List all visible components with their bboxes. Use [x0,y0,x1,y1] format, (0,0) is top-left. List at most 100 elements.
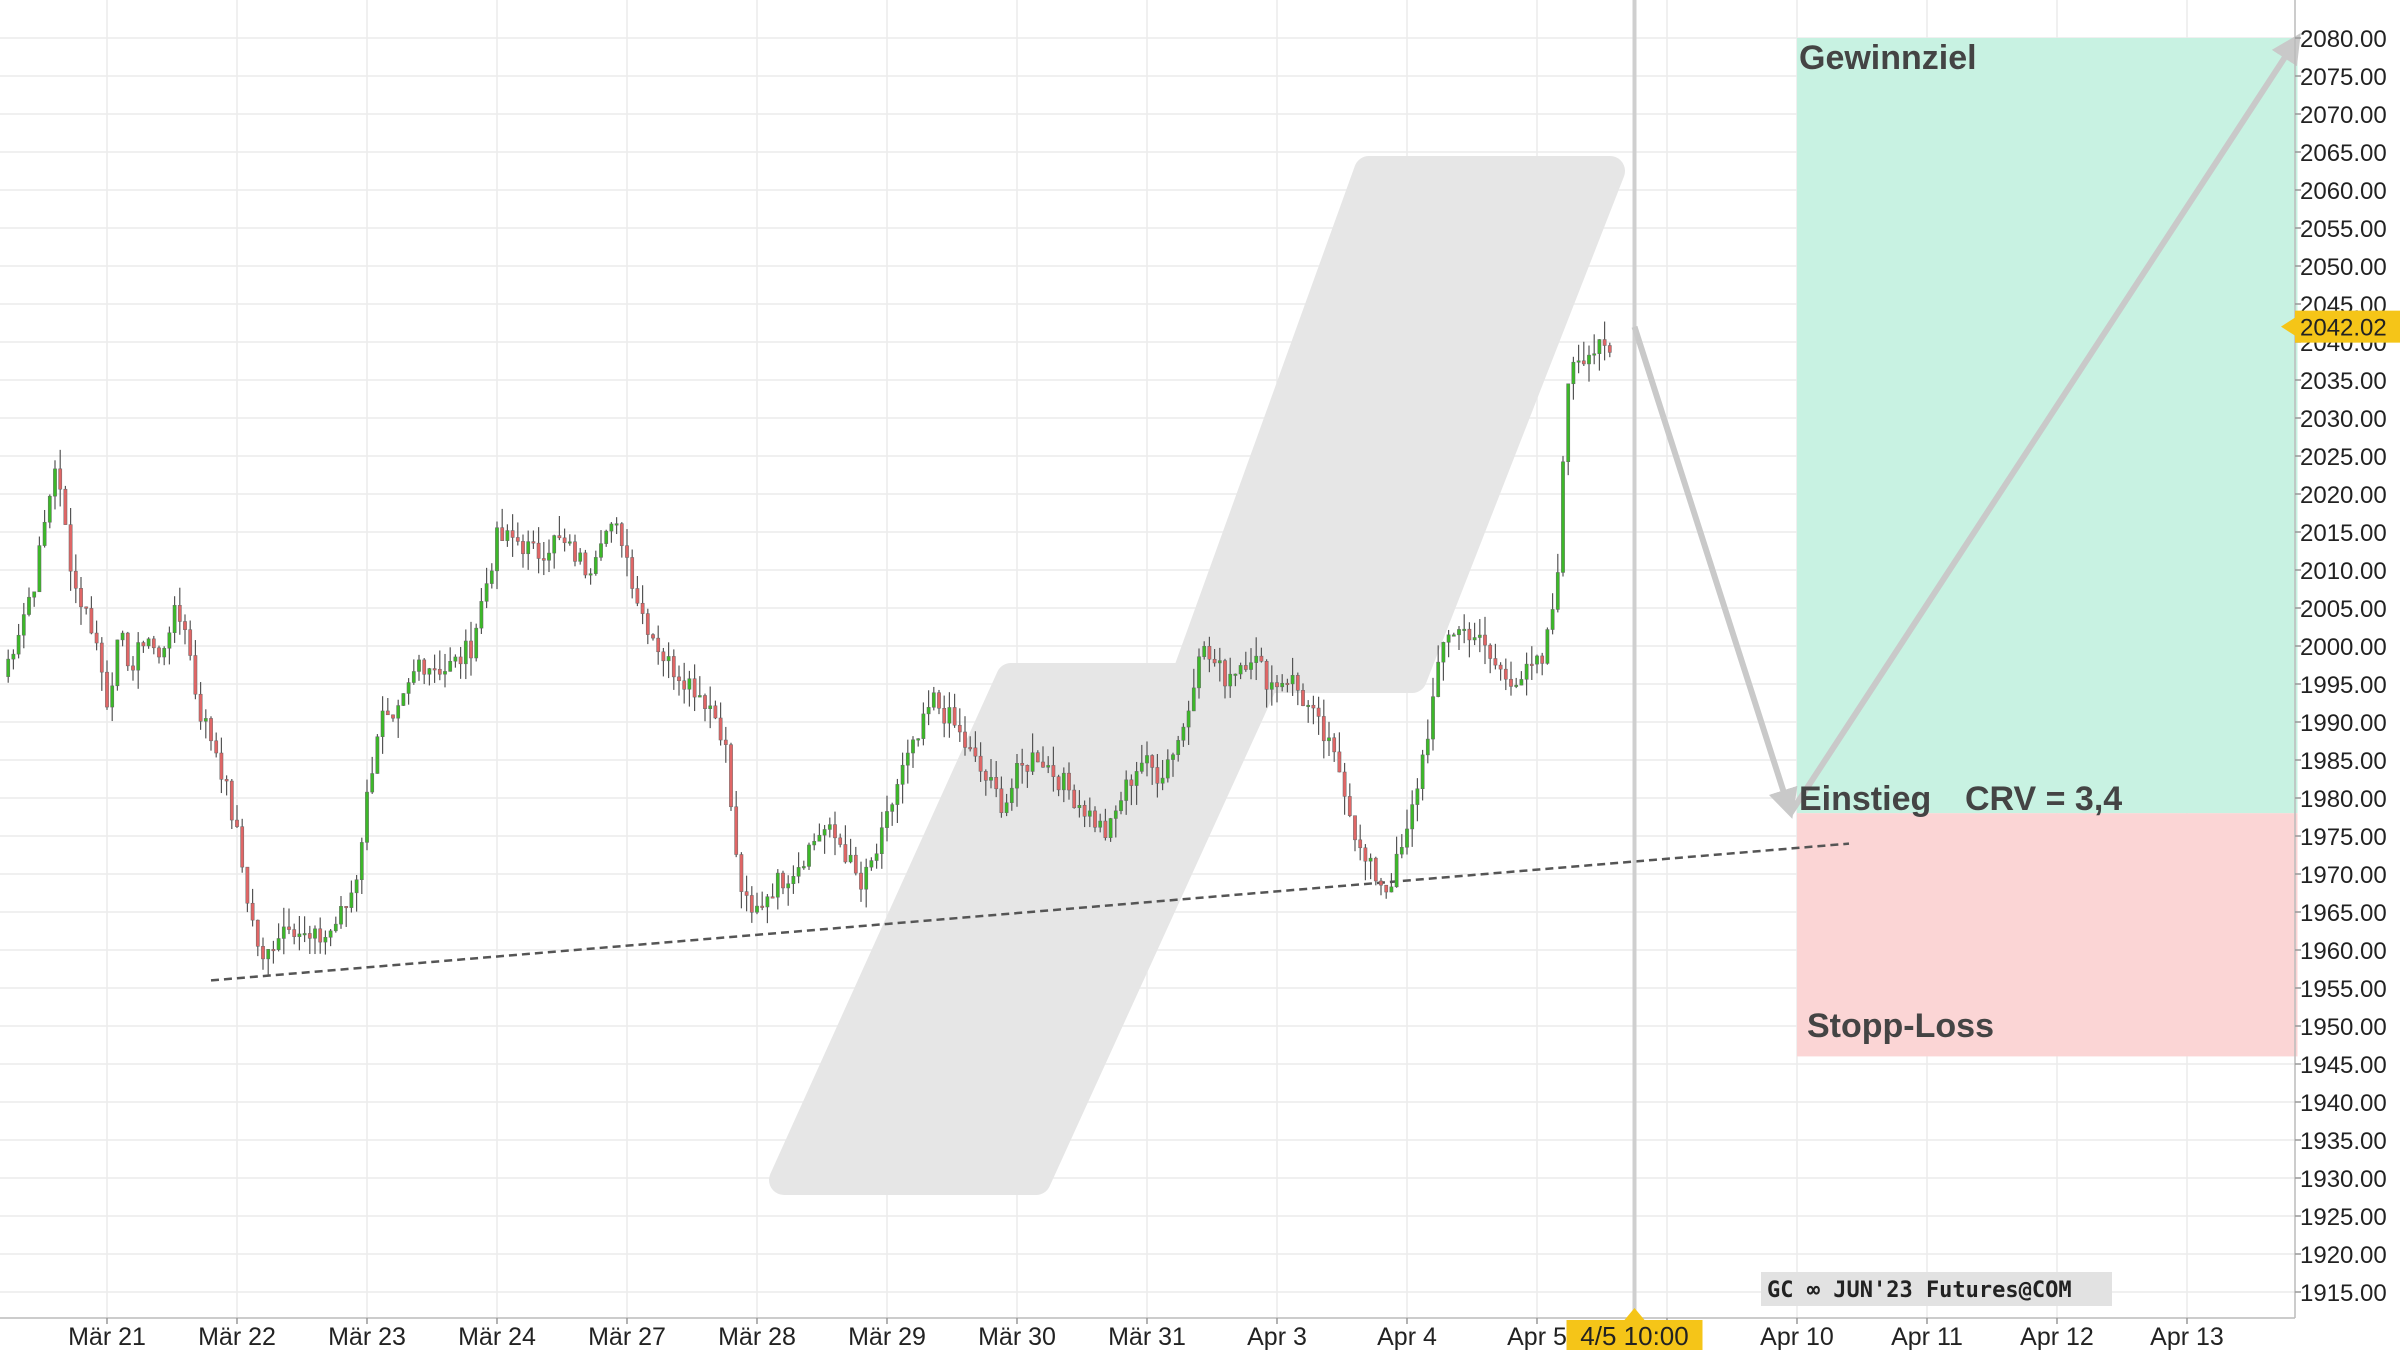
y-tick-label: 1950.00 [2300,1014,2387,1041]
candle-up [370,773,375,793]
candle-down [838,837,843,845]
candle-down [562,537,567,544]
support-trendline [210,842,1850,982]
candle-up [110,685,115,708]
candle-up [1415,788,1420,805]
candle-up [1228,673,1233,687]
cursor-time-label: 4/5 10:00 [1580,1321,1688,1350]
y-tick-label: 2030.00 [2300,406,2387,433]
y-tick-label: 1940.00 [2300,1090,2387,1117]
candle-up [588,573,593,576]
candle-down [1103,820,1108,838]
candle-up [900,764,905,785]
candle-down [1540,655,1545,664]
candle-up [1009,787,1014,803]
candle-up [552,535,557,554]
x-tick-label: Mär 24 [458,1323,536,1350]
instrument-label-bg [1761,1272,2112,1306]
candle-up [765,896,770,908]
candle-up [1451,634,1456,637]
candle-up [16,634,21,655]
candle-up [1550,609,1555,630]
candle-up [1514,684,1519,687]
candle-down [1337,751,1342,773]
candle-up [1399,847,1404,855]
candle-up [489,570,494,584]
candle-down [105,671,109,708]
candle-down [651,634,655,639]
candle-down [1581,360,1586,365]
x-tick-label: Mär 22 [198,1323,276,1350]
candle-up [1124,779,1129,801]
candle-up [281,926,286,939]
candle-up [1405,828,1409,848]
candle-up [905,752,910,766]
candle-up [874,853,879,861]
candle-up [417,659,421,672]
candle-down [640,602,645,614]
candle-down [157,647,161,658]
candle-down [73,570,78,589]
y-tick-label: 2055.00 [2300,216,2387,243]
candle-up [926,707,931,715]
candle-up [411,671,416,683]
candle-down [541,558,546,561]
candle-up [708,705,713,709]
candle-up [1233,673,1238,676]
y-tick-label: 2015.00 [2300,520,2387,547]
candle-up [1165,759,1170,779]
candle-up [1171,754,1175,760]
candle-down [84,606,89,609]
candle-down [619,523,624,546]
y-tick-label: 1930.00 [2300,1166,2387,1193]
y-tick-label: 1935.00 [2300,1128,2387,1155]
candle-up [1410,804,1415,830]
candle-up [567,541,572,544]
candle-down [422,659,427,675]
candle-up [1425,738,1430,756]
candle-down [209,718,213,742]
candle-down [1384,884,1389,893]
candle-up [599,543,603,558]
candle-up [1119,800,1123,812]
candle-up [297,933,302,937]
x-tick-label: Apr 11 [1891,1323,1963,1350]
candle-up [921,713,926,739]
y-tick-label: 2035.00 [2300,368,2387,395]
candle-down [1311,704,1316,709]
candle-up [375,736,380,774]
candle-up [578,552,583,562]
candle-down [625,545,629,558]
candle-up [1545,629,1550,664]
candle-up [1441,642,1446,663]
candle-up [266,949,271,960]
candle-down [843,844,848,863]
candle-down [952,707,957,726]
candle-down [1056,776,1061,791]
candle-down [469,640,473,659]
candle-up [1462,628,1467,631]
candle-up [864,866,869,890]
candle-down [255,919,260,947]
candle-down [292,929,297,937]
candle-up [1571,361,1576,385]
candle-up [484,583,489,602]
candle-down [235,819,239,827]
candle-down [151,638,156,649]
candle-up [1555,572,1560,610]
y-tick-label: 2080.00 [2300,26,2387,53]
candle-up [359,842,364,880]
y-tick-label: 2010.00 [2300,558,2387,585]
candle-up [396,705,401,719]
candle-down [1509,678,1513,687]
candle-up [47,495,52,523]
candle-down [994,777,999,790]
candle-up [1004,802,1009,813]
candle-down [1347,796,1352,816]
candle-down [968,747,973,750]
candle-down [1243,665,1248,670]
candle-up [822,829,827,836]
candle-down [645,613,650,635]
candle-up [302,933,307,936]
candle-up [791,876,796,884]
